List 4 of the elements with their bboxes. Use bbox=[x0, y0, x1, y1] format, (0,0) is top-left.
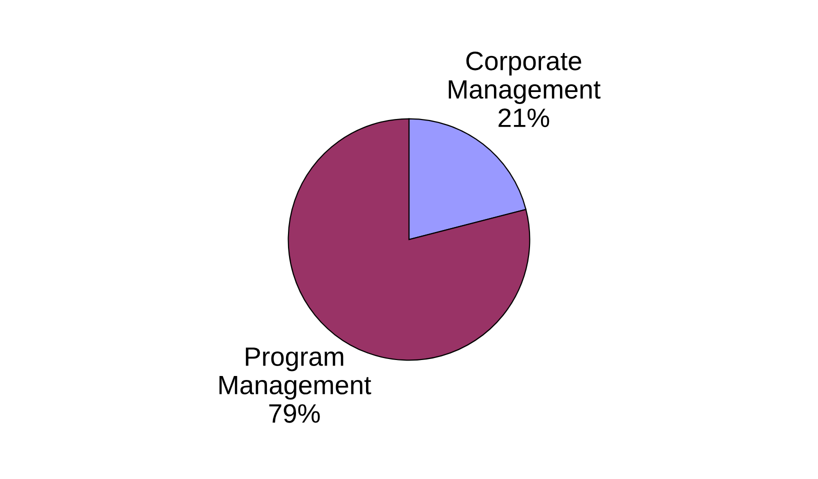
data-label: 21% bbox=[498, 108, 550, 128]
slice-label: Program Management bbox=[219, 348, 372, 400]
slice-label: Corporate Management bbox=[448, 52, 600, 104]
data-label: 79% bbox=[269, 404, 320, 423]
